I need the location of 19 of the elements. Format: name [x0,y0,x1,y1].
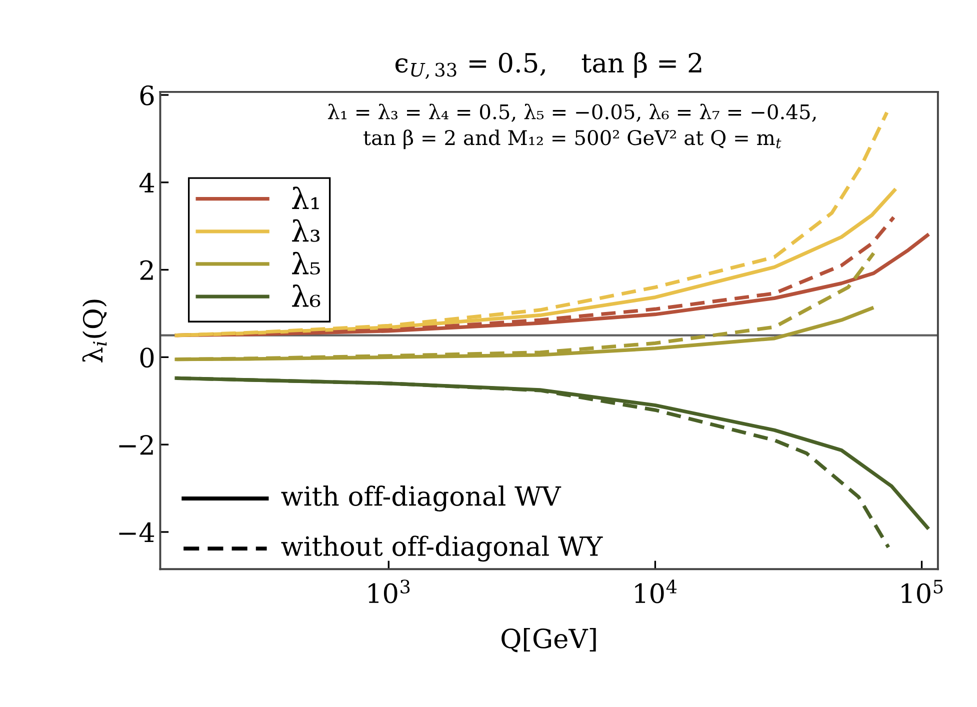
annotation: λ₁ = λ₃ = λ₄ = 0.5, λ₅ = −0.05, λ₆ = λ₇ = −0.45, tan β = 2 and M₁₂ = 500² GeV² at Q = m$_{t}$ [328,104,816,150]
annotation: with off-diagonal WV [281,486,562,512]
x-tick-label: 10$^{3}$ [368,580,410,604]
x-axis-title: Q[GeV] [502,628,596,652]
y-axis-title: λ$_{i}$(Q) [82,300,107,362]
x-tick-label: 10$^{5}$ [902,580,943,604]
y-tick-label: −4 [119,522,154,542]
x-tick-label: 10$^{4}$ [635,580,677,604]
y-tick-label: −2 [119,435,153,455]
legend-label: λ₃ [292,219,320,242]
y-tick-label: 4 [139,172,154,192]
y-tick-label: 6 [140,85,154,106]
legend-label: λ₅ [292,252,320,275]
legend-label: λ₆ [292,284,320,308]
chart-title: ϵ$_{U,33}$ = 0.5, tan β = 2 [395,52,702,79]
legend-label: λ₁ [292,186,319,210]
y-tick-label: 0 [140,348,154,368]
annotation: without off-diagonal WY [281,536,603,562]
y-tick-label: 2 [140,260,153,280]
